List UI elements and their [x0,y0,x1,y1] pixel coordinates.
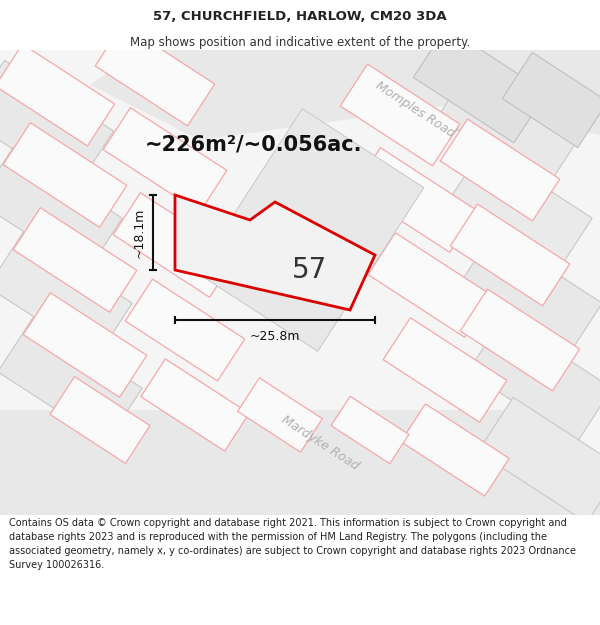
Polygon shape [50,377,150,463]
Text: 57, CHURCHFIELD, HARLOW, CM20 3DA: 57, CHURCHFIELD, HARLOW, CM20 3DA [153,10,447,23]
Polygon shape [103,107,227,212]
Polygon shape [13,208,137,312]
Polygon shape [458,232,600,358]
Text: 57: 57 [292,256,328,284]
Polygon shape [413,27,547,143]
Polygon shape [238,378,322,452]
Polygon shape [3,122,127,228]
Text: Map shows position and indicative extent of the property.: Map shows position and indicative extent… [130,36,470,49]
Polygon shape [0,318,142,442]
Polygon shape [175,195,375,310]
Polygon shape [0,44,115,146]
Polygon shape [0,232,132,358]
Text: Mardyke Road: Mardyke Road [279,413,361,473]
Text: ~226m²/~0.056ac.: ~226m²/~0.056ac. [145,135,362,155]
Polygon shape [450,204,570,306]
Polygon shape [502,52,600,148]
Polygon shape [478,398,600,522]
Polygon shape [0,148,122,272]
Polygon shape [438,62,582,188]
Polygon shape [368,232,492,338]
Text: Momples Road: Momples Road [373,79,457,141]
Polygon shape [340,64,460,166]
Polygon shape [95,24,215,126]
Polygon shape [468,318,600,442]
Polygon shape [141,359,249,451]
Polygon shape [23,292,147,398]
Polygon shape [113,192,237,298]
Polygon shape [383,318,507,422]
Text: ~25.8m: ~25.8m [250,329,300,342]
Polygon shape [90,50,600,140]
Polygon shape [440,119,560,221]
Polygon shape [0,60,113,190]
Polygon shape [196,109,424,351]
Text: ~18.1m: ~18.1m [133,208,146,258]
Text: Contains OS data © Crown copyright and database right 2021. This information is : Contains OS data © Crown copyright and d… [9,518,576,570]
Polygon shape [331,396,409,464]
Polygon shape [460,289,580,391]
Polygon shape [401,404,509,496]
Polygon shape [353,148,477,253]
Polygon shape [125,279,245,381]
Polygon shape [0,410,600,515]
Polygon shape [448,148,592,272]
